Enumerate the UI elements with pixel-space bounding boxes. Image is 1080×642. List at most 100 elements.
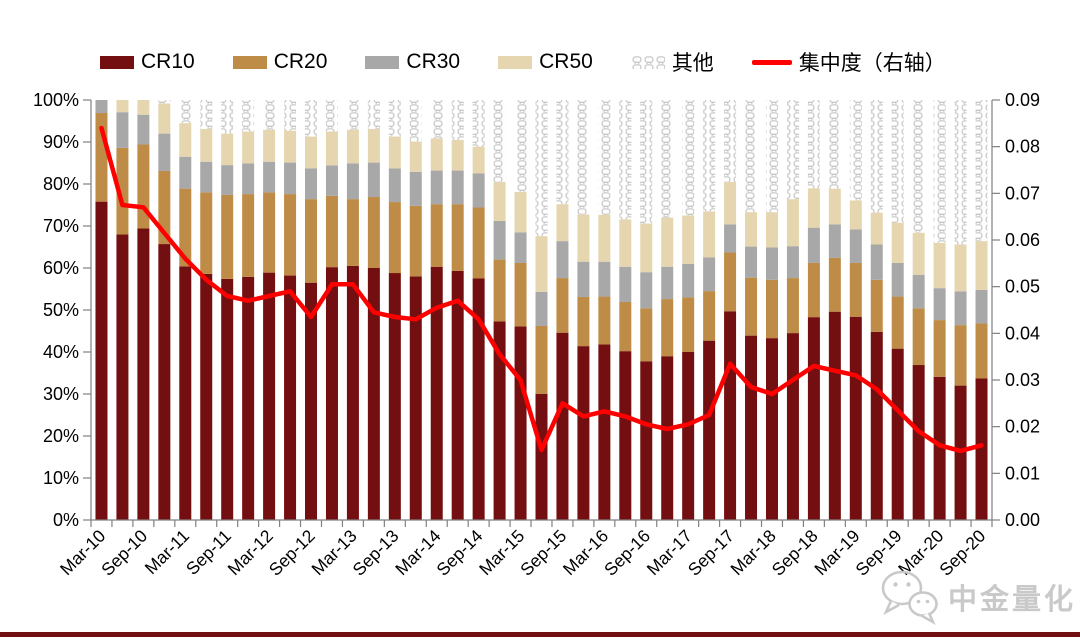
bar-segment-CR20	[263, 192, 276, 273]
bar-segment-CR30	[472, 173, 485, 208]
bar-segment-CR20	[451, 204, 464, 271]
bar-segment-CR50	[703, 211, 716, 258]
bar-segment-CR20	[514, 262, 527, 327]
bar-segment-CR10	[514, 326, 527, 520]
bar-segment-CR10	[305, 282, 318, 520]
bar-segment-CR50	[891, 222, 904, 263]
bar-column-Mar-18	[765, 100, 778, 520]
left-axis-label: 10%	[43, 468, 79, 488]
bar-segment-CR20	[640, 308, 653, 362]
legend-label: CR30	[406, 50, 461, 73]
right-axis-label: 0.05	[1005, 277, 1040, 297]
x-axis-label: Sep-19	[851, 526, 905, 580]
bar-segment-CR10	[598, 344, 611, 520]
bar-segment-其他	[619, 100, 632, 220]
bar-segment-CR30	[891, 262, 904, 297]
bar-segment-CR10	[849, 316, 862, 520]
bar-column-Dec-13	[409, 100, 422, 520]
bar-segment-CR10	[640, 361, 653, 520]
bar-segment-CR30	[430, 170, 443, 205]
bar-segment-CR50	[116, 100, 129, 113]
x-axis-label: Sep-20	[935, 526, 989, 580]
bar-column-Sep-16	[640, 100, 653, 520]
bar-segment-CR30	[954, 291, 967, 326]
bar-column-Jun-17	[703, 100, 716, 520]
bar-segment-CR50	[451, 139, 464, 171]
bar-segment-CR20	[305, 199, 318, 283]
bar-column-Dec-19	[912, 100, 925, 520]
bar-segment-CR50	[598, 214, 611, 262]
bar-segment-CR30	[409, 171, 422, 206]
bar-segment-CR10	[891, 348, 904, 520]
bar-segment-CR20	[221, 194, 234, 279]
bar-segment-CR10	[116, 234, 129, 520]
bar-segment-CR50	[346, 129, 359, 164]
bar-column-Sep-13	[388, 100, 401, 520]
bar-segment-其他	[200, 100, 213, 129]
legend-swatch-CR30	[365, 55, 400, 69]
bar-segment-CR30	[765, 247, 778, 280]
bar-segment-CR50	[137, 100, 150, 115]
bottom-divider	[0, 632, 1080, 637]
bar-segment-CR30	[598, 261, 611, 297]
bar-segment-其他	[891, 100, 904, 223]
bar-column-Mar-12	[263, 100, 276, 520]
chart-legend: CR10 CR20 CR30 CR50 其他 集中度（右轴）	[100, 47, 946, 77]
bar-segment-其他	[640, 100, 653, 224]
bar-segment-CR50	[577, 214, 590, 262]
bar-segment-CR10	[975, 378, 988, 520]
bar-segment-CR10	[619, 351, 632, 520]
left-axis-label: 100%	[33, 90, 79, 110]
bar-segment-CR10	[765, 338, 778, 520]
right-axis-label: 0.00	[1005, 510, 1040, 530]
bar-column-Sep-18	[807, 100, 820, 520]
bar-column-Mar-17	[682, 100, 695, 520]
right-axis-label: 0.09	[1005, 90, 1040, 110]
bar-segment-CR30	[367, 162, 380, 198]
bar-segment-CR30	[346, 163, 359, 200]
bar-column-Sep-17	[724, 100, 737, 520]
bar-column-Mar-13	[346, 100, 359, 520]
left-axis-label: 80%	[43, 174, 79, 194]
bar-segment-CR20	[472, 207, 485, 279]
bar-segment-其他	[661, 100, 674, 218]
bar-segment-CR20	[367, 197, 380, 268]
bar-segment-CR30	[786, 246, 799, 279]
bar-segment-CR10	[388, 273, 401, 520]
bar-segment-其他	[263, 100, 276, 130]
bar-segment-CR50	[765, 212, 778, 248]
bar-segment-其他	[284, 100, 297, 131]
bar-segment-其他	[430, 100, 443, 139]
bar-segment-CR30	[556, 241, 569, 279]
legend-label: 其他	[671, 52, 714, 75]
bar-segment-其他	[724, 100, 737, 182]
left-axis-label: 0%	[53, 510, 79, 530]
bar-segment-CR50	[724, 181, 737, 225]
bar-column-Mar-10	[95, 100, 108, 520]
bar-segment-CR50	[325, 131, 338, 166]
bar-segment-CR10	[346, 265, 359, 520]
legend-line-swatch	[751, 59, 792, 65]
bar-column-Jun-10	[116, 100, 129, 520]
legend-item-CR30: CR30	[365, 50, 460, 74]
bar-segment-其他	[535, 100, 548, 237]
bar-segment-CR50	[912, 232, 925, 275]
x-axis-label: Sep-15	[516, 526, 570, 580]
bar-column-Sep-12	[305, 100, 318, 520]
bar-segment-CR20	[179, 188, 192, 267]
bar-segment-CR20	[409, 205, 422, 277]
bar-segment-其他	[409, 100, 422, 142]
legend-item-其他: 其他	[630, 47, 714, 77]
bar-column-Jun-15	[535, 100, 548, 520]
left-axis-label: 40%	[43, 342, 79, 362]
bar-segment-CR20	[975, 323, 988, 379]
bar-segment-CR50	[870, 212, 883, 245]
bar-segment-CR10	[745, 335, 758, 520]
bar-segment-CR30	[451, 170, 464, 205]
bar-segment-其他	[451, 100, 464, 140]
bar-segment-CR20	[912, 308, 925, 366]
bar-column-Dec-10	[158, 100, 171, 520]
bar-segment-CR10	[703, 340, 716, 520]
left-axis-label: 60%	[43, 258, 79, 278]
bar-segment-CR20	[242, 194, 255, 277]
